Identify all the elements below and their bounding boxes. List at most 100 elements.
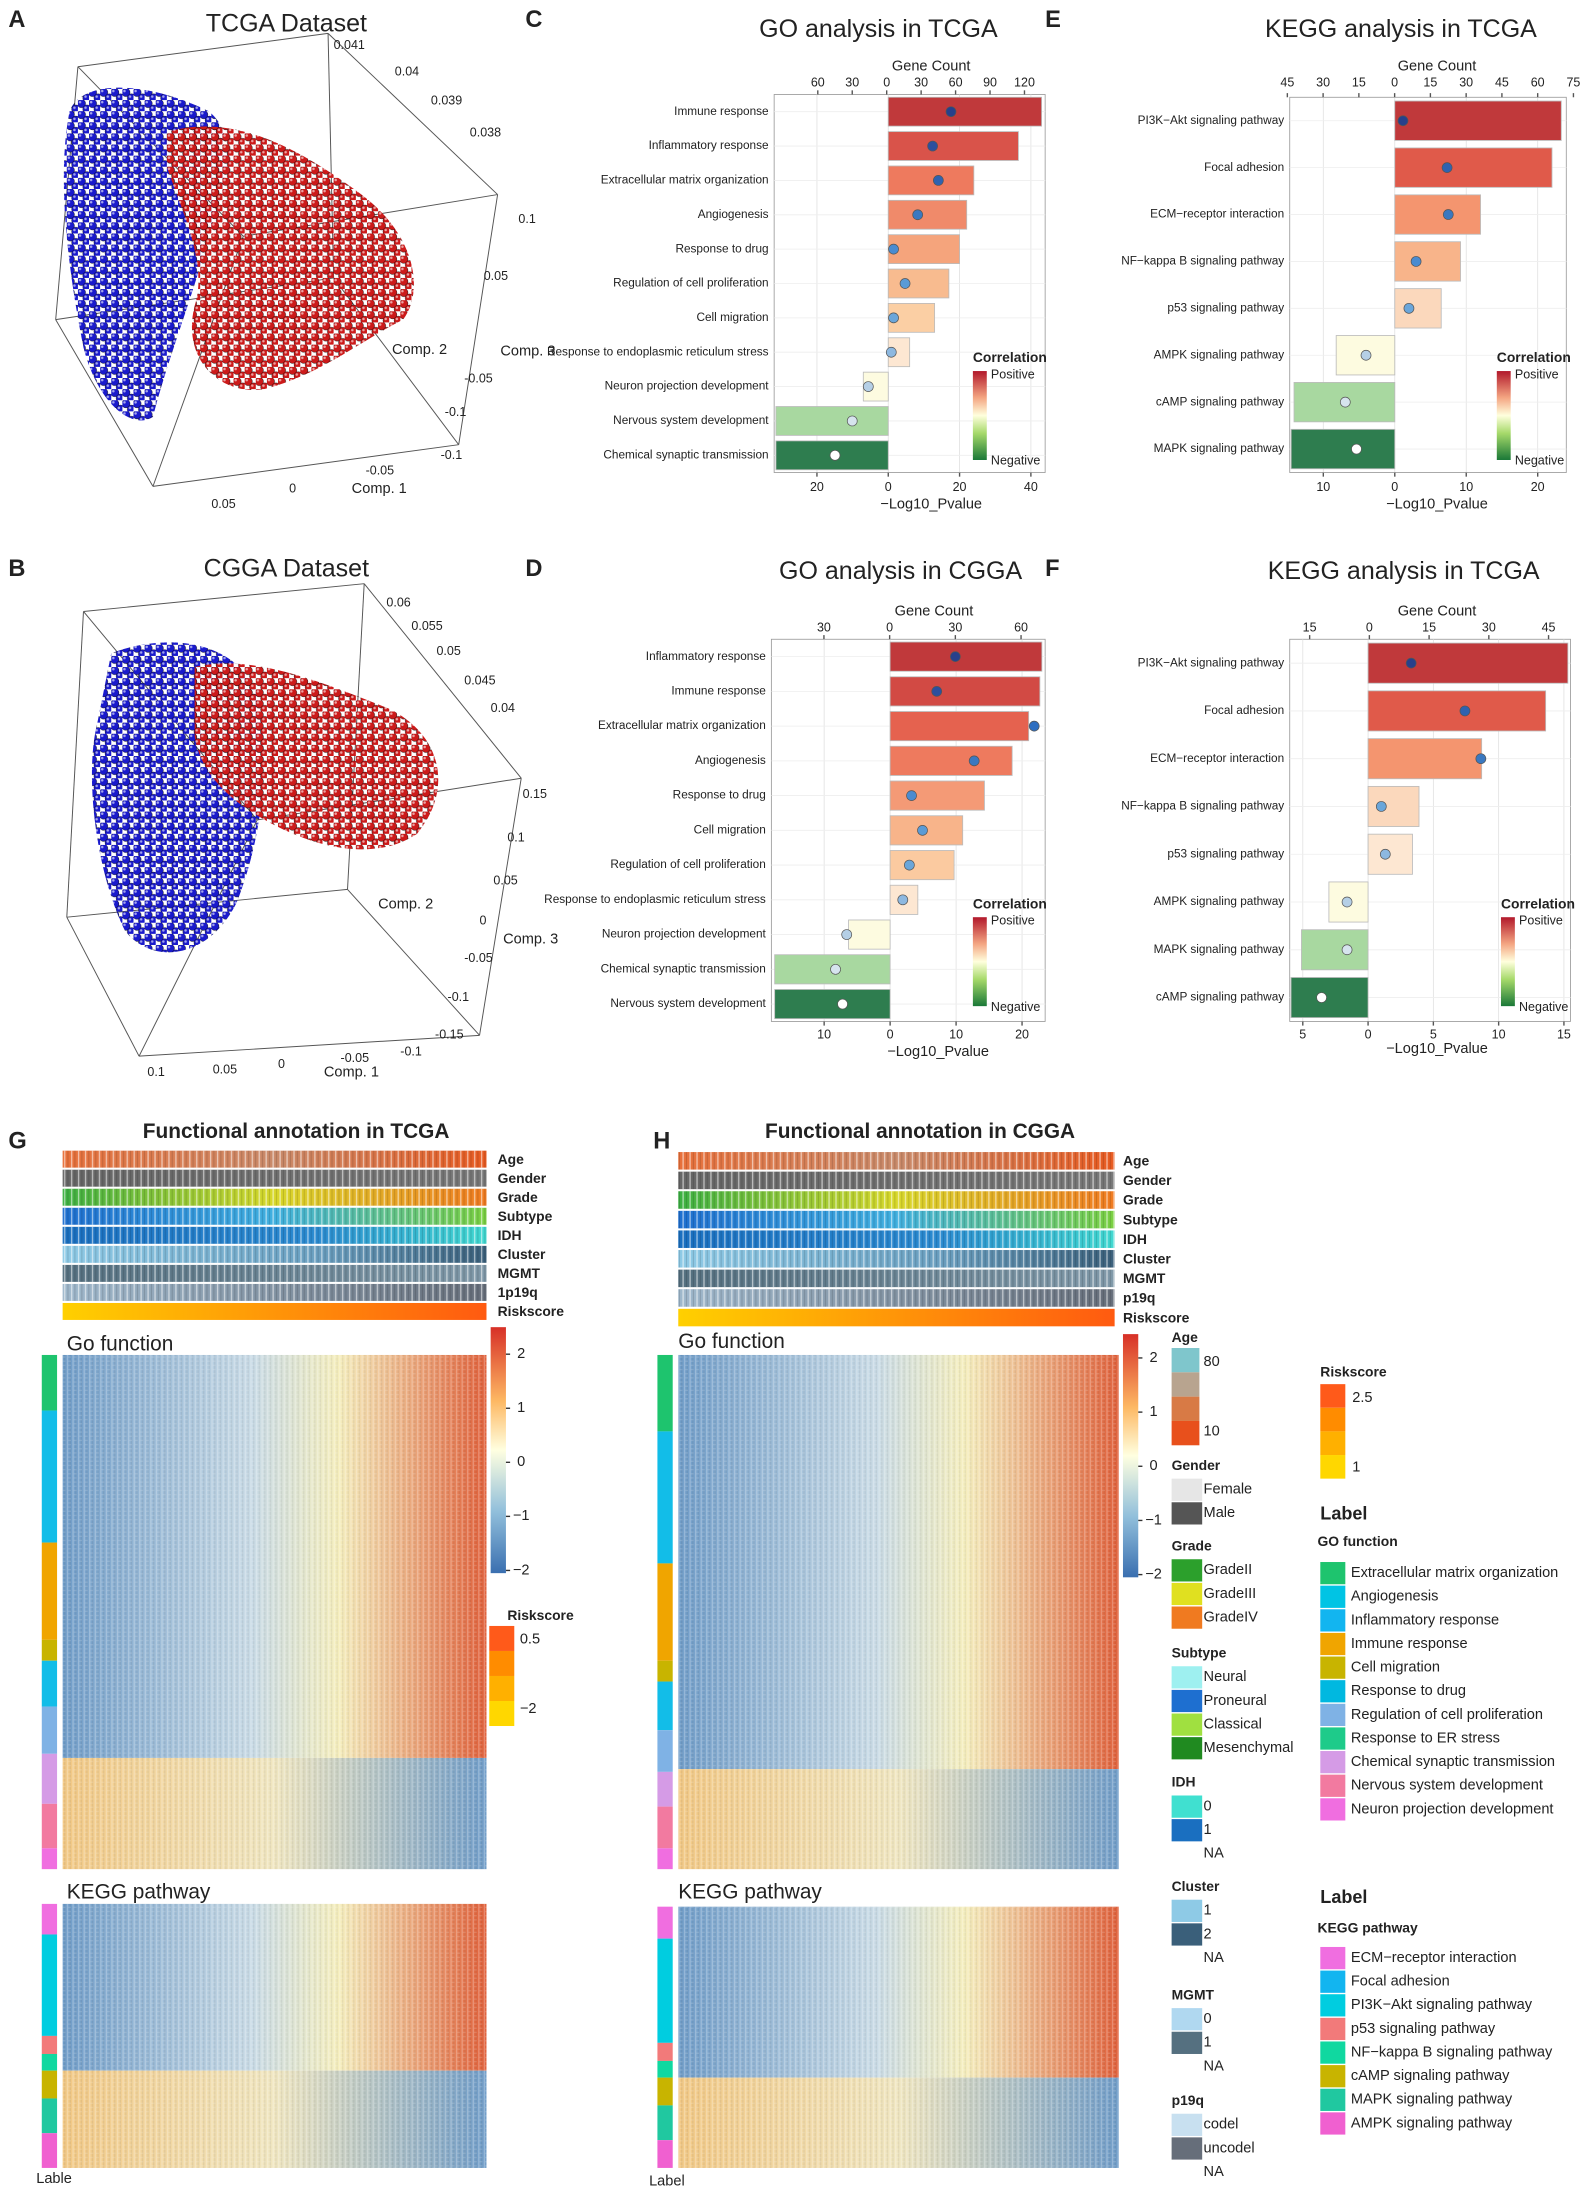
legend-label: 1 [1204,1903,1212,1919]
legend-swatch [1171,1420,1200,1446]
box-edge [83,583,365,612]
category-label: Response to drug [673,788,766,802]
legend-label: MAPK signaling pathway [1351,2092,1513,2108]
label-bar [41,2098,58,2134]
legend-swatch [1171,1923,1203,1946]
track-texture [62,1150,487,1168]
legend-label: cAMP signaling pathway [1351,2068,1510,2084]
legend-swatch [1171,1899,1203,1922]
panel-label: C [525,7,542,33]
legend-label: Angiogenesis [1351,1589,1439,1605]
legend-title: Riskscore [1320,1364,1387,1380]
label-bar [41,2035,58,2054]
category-label: PI3K−Akt signaling pathway [1138,655,1285,669]
axis-label: Comp. 2 [392,342,447,358]
tick-label: 0 [278,1057,285,1071]
bar [1367,738,1483,780]
legend-label: Cell migration [1351,1660,1440,1676]
category-label: AMPK signaling pathway [1154,894,1285,908]
track-label: Age [498,1151,524,1167]
x2-tick-label: 30 [1482,620,1496,634]
legend-title: IDH [1172,1774,1196,1790]
label-bar [41,1660,58,1707]
label-bar [657,1771,673,1807]
legend-label: NF−kappa B signaling pathway [1351,2044,1553,2060]
label-bar [41,1639,58,1661]
category-label: NF−kappa B signaling pathway [1121,799,1284,813]
legend-swatch [1320,1585,1346,1608]
legend-label: 0 [1204,1798,1212,1814]
x2-tick-label: 30 [1316,76,1330,90]
tick-label: -0.05 [464,372,493,386]
box-edge [77,32,329,68]
tick-label: -0.1 [448,990,470,1004]
x2-tick-label: 75 [1566,76,1580,90]
legend-label: GradeIII [1204,1586,1257,1602]
label-bar [657,1681,673,1731]
bar [889,850,955,881]
bar [1394,147,1553,188]
track-label: Cluster [1123,1251,1171,1267]
x-tick-label: 10 [1492,1028,1506,1042]
bar [889,641,1043,672]
tick-label: 0.1 [507,830,524,844]
count-dot [1410,256,1422,267]
legend-swatch [1320,1656,1346,1679]
count-dot [933,175,944,186]
legend-label: Immune response [1351,1636,1468,1652]
legend-swatch [1320,1727,1346,1750]
axis-title: Gene Count [1398,59,1477,75]
label-bar [657,1563,673,1661]
legend-label: Classical [1204,1716,1262,1732]
legend-label: 2.5 [1352,1390,1372,1406]
track-texture [62,1245,487,1263]
x2-tick-label: 0 [886,620,893,634]
colorbar-label: 1 [517,1400,525,1416]
legend-swatch [1320,1455,1346,1479]
legend-swatch [1171,1689,1203,1713]
tick-label: 0.041 [334,38,365,52]
legend-label: Response to drug [1351,1683,1466,1699]
legend-label: 0 [1204,2011,1212,2027]
x-tick-label: 10 [949,1028,963,1042]
legend-title: Correlation [973,349,1047,365]
tick-label: 0.06 [386,595,410,609]
track-texture [62,1226,487,1244]
x2-tick-label: 30 [914,76,928,90]
legend-title: Correlation [1501,895,1575,911]
category-label: MAPK signaling pathway [1154,942,1285,956]
chart-title: CGGA Dataset [204,554,369,582]
count-dot [945,106,957,118]
annotation-track [62,1302,487,1320]
x2-tick-label: 15 [1352,76,1366,90]
track-label: Age [1123,1153,1149,1169]
category-label: Cell migration [694,822,766,836]
panel-label: B [8,556,25,582]
legend-swatch [1320,1703,1346,1727]
x2-tick-label: 15 [1422,620,1436,634]
category-label: Focal adhesion [1204,703,1284,717]
panel-label: G [8,1129,26,1155]
label-bar [41,1354,58,1411]
legend-title: Correlation [973,895,1047,911]
legend-swatch [1171,1559,1203,1582]
x-tick-label: 0 [885,480,892,494]
count-dot [1341,896,1353,908]
legend-swatch [1171,1348,1200,1373]
x-tick-label: 5 [1299,1028,1306,1042]
panel-label: E [1045,7,1061,33]
x-tick-label: 10 [1316,480,1330,494]
legend-label: Male [1204,1505,1236,1521]
bar [1301,929,1369,971]
label-bar [657,2060,673,2078]
axis-title: −Log10_Pvalue [880,496,982,512]
category-label: Response to drug [675,241,768,255]
count-dot [899,278,911,289]
count-dot [829,449,841,461]
track-label: Cluster [498,1246,546,1262]
x2-tick-label: 45 [1495,76,1509,90]
legend-swatch [1320,1994,1346,2017]
legend-swatch [1171,1502,1203,1525]
legend-label: Proneural [1204,1693,1267,1709]
legend-label: 0.5 [520,1632,540,1648]
